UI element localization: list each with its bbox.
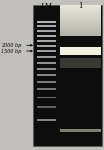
Bar bbox=[60, 18, 101, 20]
Bar bbox=[37, 74, 56, 76]
Bar bbox=[60, 11, 101, 12]
Bar bbox=[37, 88, 56, 90]
Bar bbox=[37, 97, 56, 98]
Bar bbox=[37, 56, 56, 58]
Bar bbox=[37, 35, 56, 37]
Bar bbox=[60, 26, 101, 27]
Bar bbox=[60, 6, 101, 7]
Bar bbox=[60, 34, 101, 35]
Bar bbox=[60, 29, 101, 30]
Bar bbox=[37, 62, 56, 64]
Bar bbox=[37, 25, 56, 27]
Bar bbox=[60, 30, 101, 31]
Text: LM: LM bbox=[40, 2, 52, 10]
Bar bbox=[60, 21, 101, 22]
Bar bbox=[60, 35, 101, 36]
Bar bbox=[60, 47, 101, 55]
Bar bbox=[60, 33, 101, 34]
Bar bbox=[60, 25, 101, 26]
Bar bbox=[60, 13, 101, 14]
Text: 1: 1 bbox=[78, 2, 83, 10]
Bar bbox=[60, 5, 101, 6]
Bar bbox=[37, 45, 56, 47]
Bar bbox=[60, 10, 101, 11]
Bar bbox=[60, 27, 101, 28]
Bar bbox=[37, 30, 56, 32]
Bar bbox=[60, 129, 101, 132]
Bar bbox=[33, 4, 102, 146]
Text: 2000 bp: 2000 bp bbox=[1, 43, 32, 48]
Bar bbox=[37, 21, 56, 23]
Bar bbox=[37, 106, 56, 108]
Bar bbox=[60, 22, 101, 23]
Bar bbox=[60, 7, 101, 8]
Bar bbox=[60, 12, 101, 14]
Bar bbox=[37, 68, 56, 70]
Bar bbox=[37, 119, 56, 121]
Bar bbox=[60, 28, 101, 29]
Bar bbox=[60, 9, 101, 10]
Bar bbox=[60, 23, 101, 24]
Bar bbox=[60, 24, 101, 25]
Bar bbox=[60, 31, 101, 32]
Bar bbox=[37, 50, 56, 52]
Bar bbox=[60, 18, 101, 19]
Bar bbox=[37, 81, 56, 83]
Bar bbox=[60, 20, 101, 21]
Bar bbox=[37, 40, 56, 42]
Text: 1500 bp: 1500 bp bbox=[1, 48, 32, 54]
Bar bbox=[60, 58, 101, 68]
Bar bbox=[60, 14, 101, 15]
Bar bbox=[60, 8, 101, 9]
Bar bbox=[60, 32, 101, 33]
Bar bbox=[60, 16, 101, 18]
Bar bbox=[60, 15, 101, 16]
